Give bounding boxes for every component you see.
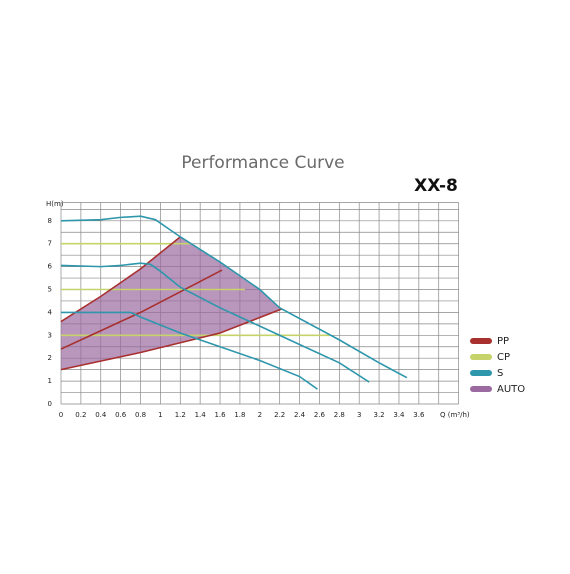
y-tick-label: 1 (48, 377, 52, 385)
y-axis-label: H(m) (46, 200, 64, 208)
x-tick-label: 3.2 (374, 411, 385, 419)
x-tick-label: 0.4 (95, 411, 107, 419)
y-tick-label: 6 (48, 263, 53, 271)
y-tick-label: 8 (48, 217, 52, 225)
y-tick-label: 7 (48, 240, 52, 248)
x-tick-label: 1.6 (214, 411, 226, 419)
legend-swatch (470, 338, 492, 344)
y-tick-label: 4 (48, 308, 53, 316)
legend-swatch (470, 370, 492, 376)
x-tick-label: 1.2 (175, 411, 186, 419)
y-tick-label: 2 (48, 354, 52, 362)
curve (60, 269, 223, 350)
x-axis-label: Q (m³/h) (440, 411, 470, 419)
x-tick-label: 1 (158, 411, 162, 419)
x-tick-label: 2.2 (274, 411, 285, 419)
x-tick-label: 0 (59, 411, 63, 419)
curve (60, 308, 282, 371)
x-tick-label: 1.8 (234, 411, 245, 419)
y-tick-label: 0 (48, 400, 52, 408)
x-tick-label: 3.6 (413, 411, 425, 419)
x-tick-label: 2.8 (334, 411, 345, 419)
curve (61, 311, 318, 390)
legend-swatch (470, 354, 492, 360)
legend-label: CP (497, 352, 510, 363)
y-tick-label: 5 (48, 286, 52, 294)
curve (60, 236, 181, 323)
x-tick-label: 0.6 (115, 411, 127, 419)
x-tick-label: 0.2 (75, 411, 86, 419)
curve (60, 262, 370, 383)
area (61, 236, 282, 370)
x-tick-label: 3 (357, 411, 361, 419)
chart-title: Performance Curve (181, 153, 344, 173)
x-tick-label: 3.4 (393, 411, 405, 419)
curve (60, 215, 408, 379)
x-tick-label: 2 (258, 411, 262, 419)
legend-label: AUTO (497, 384, 525, 395)
model-label: XX-8 (414, 176, 458, 196)
x-tick-label: 1.4 (195, 411, 207, 419)
legend-swatch (470, 386, 492, 392)
x-tick-label: 0.8 (135, 411, 146, 419)
legend-label: S (497, 368, 503, 379)
y-tick-label: 3 (48, 331, 52, 339)
x-tick-label: 2.4 (294, 411, 306, 419)
x-tick-label: 2.6 (314, 411, 326, 419)
legend-label: PP (497, 336, 509, 347)
